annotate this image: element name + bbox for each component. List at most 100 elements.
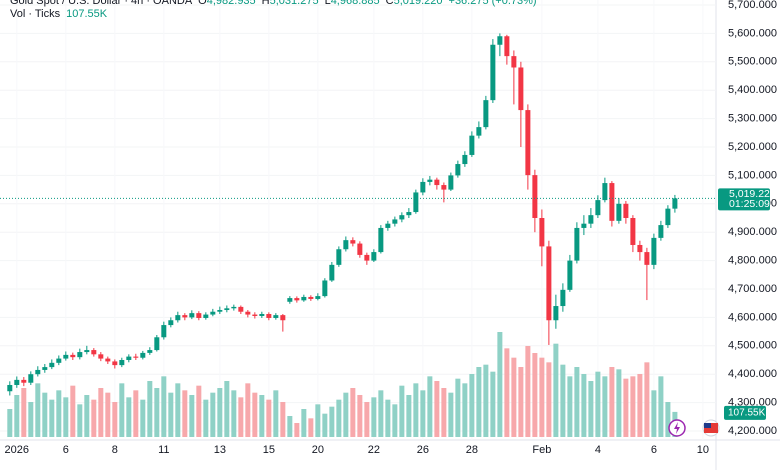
candle-body <box>217 310 223 312</box>
volume-bar <box>329 406 335 437</box>
volume-bar <box>140 399 146 437</box>
candle-body <box>630 218 636 245</box>
candle-body <box>210 311 216 315</box>
volume-bar <box>378 390 384 437</box>
candle-body <box>7 384 13 392</box>
legend-value: 4,968.885 <box>331 0 380 7</box>
candle-body <box>280 315 286 321</box>
last-price-box <box>718 188 770 211</box>
candle-body <box>161 325 167 338</box>
volume-bar <box>133 390 139 437</box>
volume-bar <box>119 383 125 437</box>
candle-body <box>119 360 125 366</box>
x-tick-label: 2026 <box>5 444 29 456</box>
volume-bar <box>511 357 517 437</box>
candle-body <box>350 240 356 244</box>
volume-bar <box>231 390 237 437</box>
candle-body <box>637 244 643 253</box>
candle-body <box>462 154 468 165</box>
candle-body <box>112 361 118 366</box>
candle-body <box>294 298 300 301</box>
volume-legend: Vol · Ticks 107.55K <box>10 8 108 20</box>
candle-body <box>385 223 391 228</box>
candle-body <box>427 179 433 182</box>
symbol-title: Gold Spot / U.S. Dollar · 4h · OANDA <box>10 0 193 7</box>
candle-body <box>126 356 132 360</box>
volume-name: Vol · Ticks <box>10 8 61 20</box>
volume-pane <box>7 332 678 437</box>
volume-bar <box>567 376 573 437</box>
volume-bar <box>364 402 370 437</box>
candle-body <box>476 127 482 136</box>
candle-body <box>63 354 69 359</box>
legend-key: L <box>325 0 331 7</box>
candle-body <box>469 135 475 155</box>
y-tick-label: 4,600.000 <box>728 311 777 323</box>
volume-bar <box>539 357 545 437</box>
legend-key: O <box>198 0 207 7</box>
candle-body <box>448 175 454 190</box>
candle-body <box>189 313 195 318</box>
candle-body <box>490 44 496 101</box>
x-tick-label: 6 <box>63 444 69 456</box>
volume-bar <box>406 395 412 437</box>
candle-body <box>154 337 160 351</box>
candle-body <box>623 203 629 218</box>
volume-bar <box>7 409 13 437</box>
candle-body <box>175 315 181 321</box>
volume-bar <box>77 404 83 437</box>
candle-body <box>238 306 244 312</box>
volume-bar <box>196 385 202 437</box>
volume-bar <box>399 385 405 437</box>
candle-body <box>511 56 517 68</box>
candles <box>7 33 678 396</box>
candle-body <box>203 314 209 318</box>
candle-body <box>49 362 55 368</box>
volume-bar <box>553 343 559 437</box>
volume-bar <box>588 381 594 437</box>
candle-body <box>343 240 349 250</box>
candle-body <box>672 198 678 209</box>
candle-body <box>574 227 580 261</box>
candle-body <box>588 215 594 224</box>
y-tick-label: 5,400.000 <box>728 84 777 96</box>
x-tick-label: 4 <box>595 444 601 456</box>
candle-body <box>497 36 503 45</box>
candle-body <box>336 249 342 265</box>
candle-body <box>546 246 552 321</box>
volume-bar <box>273 390 279 437</box>
last-price-label: 5,019.220 <box>729 188 776 200</box>
volume-bar <box>462 383 468 437</box>
volume-bar <box>238 397 244 437</box>
volume-bar <box>259 395 265 437</box>
volume-bar <box>574 367 580 437</box>
volume-value: 107.55K <box>66 8 108 20</box>
y-tick-label: 4,300.000 <box>728 397 777 409</box>
candle-body <box>35 369 41 375</box>
candle-body <box>483 100 489 128</box>
candle-body <box>455 164 461 176</box>
volume-bar <box>182 390 188 437</box>
legend-value: 5,019.220 <box>394 0 443 7</box>
y-tick-label: 4,500.000 <box>728 340 777 352</box>
volume-bar <box>630 376 636 437</box>
candle-body <box>364 254 370 261</box>
candle-body <box>105 358 111 362</box>
volume-bar <box>490 371 496 437</box>
candle-body <box>567 260 573 290</box>
volume-bar <box>112 402 118 437</box>
candle-body <box>434 179 440 186</box>
y-tick-label: 5,600.000 <box>728 27 777 39</box>
volume-bar <box>525 346 531 437</box>
candle-body <box>168 320 174 326</box>
candle-body <box>133 356 139 358</box>
candle-body <box>273 315 279 318</box>
candle-body <box>329 264 335 281</box>
volume-bar <box>91 399 97 437</box>
volume-bar <box>203 399 209 437</box>
volume-bar <box>385 399 391 437</box>
candle-body <box>658 225 664 238</box>
y-tick-label: 4,900.000 <box>728 226 777 238</box>
candle-body <box>399 215 405 220</box>
